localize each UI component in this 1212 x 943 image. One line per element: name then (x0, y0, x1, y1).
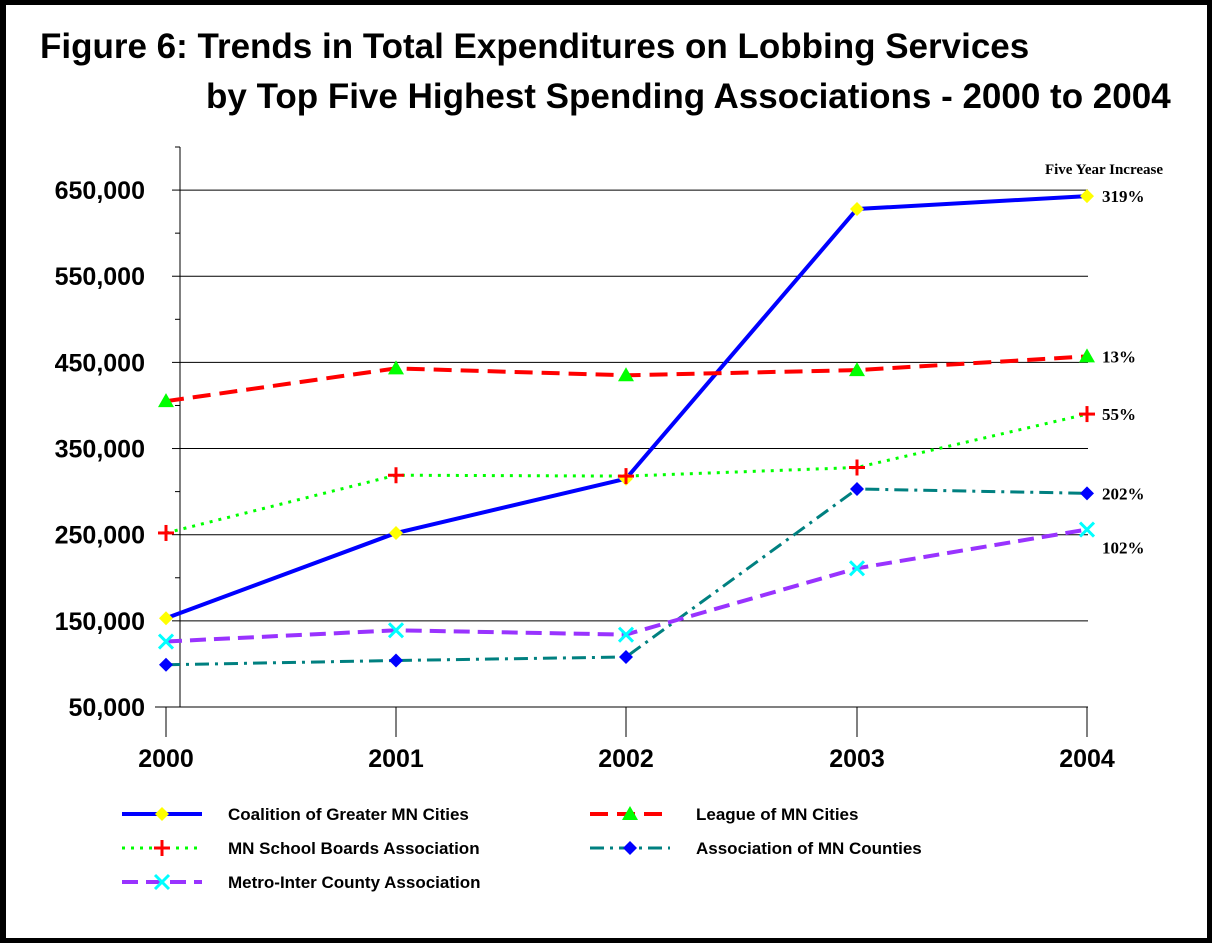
y-tick-label: 50,000 (69, 694, 145, 722)
x-tick-label: 2001 (368, 745, 424, 773)
series-lines (165, 194, 1088, 667)
y-tick-label: 450,000 (55, 349, 145, 377)
y-tick-label: 150,000 (55, 608, 145, 636)
legend-marker (623, 841, 637, 855)
legend-item: MN School Boards Association (122, 839, 480, 858)
legend-label: Metro-Inter County Association (228, 873, 481, 892)
increase-label: 102% (1102, 539, 1145, 558)
data-point (619, 650, 633, 665)
x-tick-labels: 2000 2001 2002 2003 2004 (138, 745, 1115, 773)
data-point (1078, 521, 1096, 538)
data-point (389, 525, 403, 540)
gridlines (180, 189, 1088, 622)
data-point (849, 362, 865, 377)
data-point (159, 657, 173, 672)
axes (155, 146, 1088, 737)
data-point (158, 393, 174, 408)
data-point (850, 482, 864, 497)
data-point (389, 653, 403, 668)
data-point (850, 202, 864, 217)
five-year-increase-header: Five Year Increase (1045, 162, 1163, 178)
legend-marker (622, 806, 638, 820)
legend-item: Metro-Inter County Association (122, 873, 481, 892)
legend-marker (154, 840, 170, 856)
legend-item: Coalition of Greater MN Cities (122, 805, 469, 824)
data-point (848, 560, 866, 577)
data-point (158, 524, 174, 541)
legend-marker (153, 873, 171, 891)
data-point (1079, 406, 1095, 423)
data-point (157, 633, 175, 650)
data-point (387, 622, 405, 639)
increase-label: 319% (1102, 187, 1145, 206)
legend-label: Association of MN Counties (696, 839, 922, 858)
legend-label: League of MN Cities (696, 805, 858, 824)
y-tick-labels: 650,000 550,000 450,000 350,000 250,000 150,0… (55, 177, 145, 722)
end-labels: 319% 13% 55% 202% 102% (1102, 187, 1145, 557)
data-point (388, 360, 404, 375)
chart-subtitle: by Top Five Highest Spending Association… (206, 77, 1171, 116)
data-point (1080, 486, 1094, 501)
y-tick-label: 550,000 (55, 263, 145, 291)
legend-item: Association of MN Counties (590, 839, 922, 858)
increase-label: 55% (1102, 405, 1136, 424)
legend-label: Coalition of Greater MN Cities (228, 805, 469, 824)
legend: Coalition of Greater MN Cities League of … (122, 805, 922, 892)
data-point (617, 626, 635, 643)
x-tick-label: 2004 (1059, 745, 1115, 773)
y-tick-label: 250,000 (55, 522, 145, 550)
chart-title: Figure 6: Trends in Total Expenditures o… (40, 27, 1030, 66)
legend-label: MN School Boards Association (228, 839, 480, 858)
data-point (849, 459, 865, 476)
data-point (618, 468, 634, 485)
series-line (165, 194, 1088, 621)
series-line (165, 487, 1088, 667)
data-point (1080, 189, 1094, 204)
increase-label: 202% (1102, 484, 1145, 503)
data-point (388, 467, 404, 484)
increase-label: 13% (1102, 347, 1136, 366)
legend-marker (155, 807, 169, 821)
x-tick-label: 2002 (598, 745, 654, 773)
series-line (165, 527, 1088, 644)
series-markers (157, 189, 1096, 672)
y-tick-label: 350,000 (55, 436, 145, 464)
legend-item: League of MN Cities (590, 805, 858, 824)
x-tick-label: 2003 (829, 745, 885, 773)
y-tick-label: 650,000 (55, 177, 145, 205)
data-point (1079, 348, 1095, 363)
data-point (159, 611, 173, 626)
data-point (618, 367, 634, 382)
x-tick-label: 2000 (138, 745, 194, 773)
